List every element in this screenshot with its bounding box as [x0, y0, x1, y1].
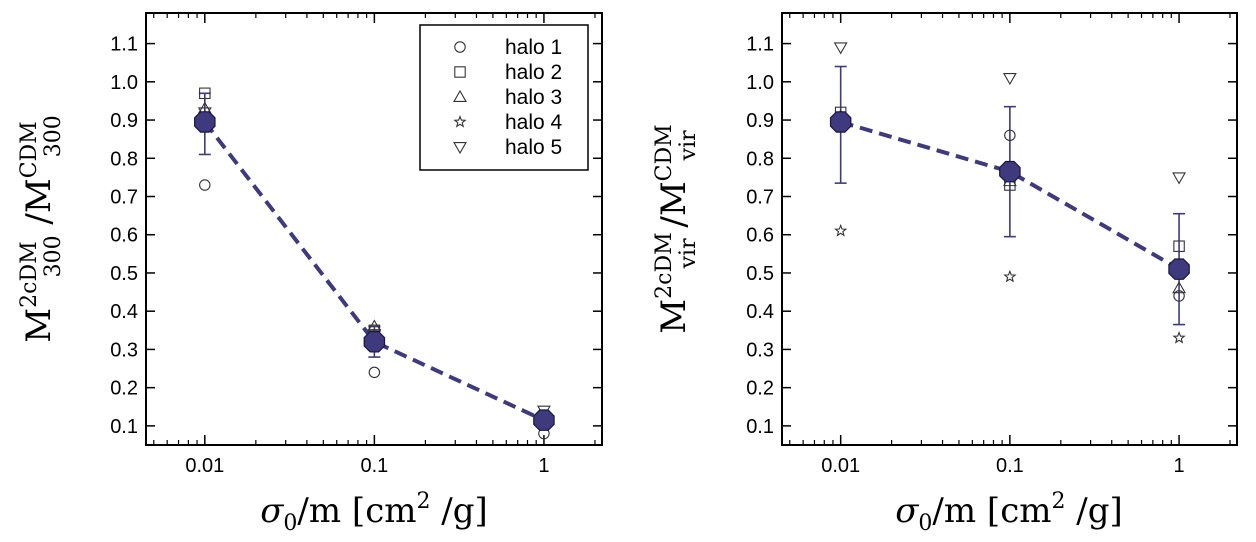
y-axis-label: M2cDMvir /MCDMvir	[652, 124, 701, 333]
mean-dashed-line	[203, 120, 545, 423]
y-tick-label: 0.5	[110, 263, 138, 285]
x-tick-label: 0.01	[821, 455, 860, 477]
halo2-marker	[1173, 240, 1185, 252]
y-tick-label: 0.4	[110, 301, 138, 323]
halo5-marker	[1172, 172, 1186, 185]
y-tick-label: 0.6	[110, 225, 138, 247]
legend-marker-star	[453, 115, 467, 128]
mean-marker	[194, 111, 216, 133]
legend-label: halo 4	[505, 111, 563, 134]
halo1-marker	[199, 179, 211, 191]
y-tick-label: 0.2	[746, 378, 774, 400]
y-tick-label: 0.7	[746, 187, 774, 209]
x-tick-label: 1	[538, 455, 549, 477]
halo4-marker	[1003, 269, 1017, 283]
x-tick-label: 1	[1174, 455, 1185, 477]
y-tick-label: 0.5	[746, 263, 774, 285]
right-panel: 0.1 0.2 0.3 0.4 0.5 0.6 0.7 0.8 0.9 1.0 1.1 0.01 0.1…	[652, 12, 1238, 536]
y-tick-label: 0.7	[110, 187, 138, 209]
legend-label: halo 5	[505, 136, 562, 159]
y-tick-label: 1.1	[110, 34, 138, 56]
left-panel: 0.1 0.2 0.3 0.4 0.5 0.6 0.7 0.8 0.9 1.0 1.1 0.01 0.1…	[17, 12, 603, 536]
halo2-marker	[199, 87, 211, 100]
y-tick-label: 0.1	[746, 416, 774, 438]
y-tick-label: 0.8	[746, 148, 774, 170]
x-axis-label: σ0/m [cm2 /g]	[260, 489, 488, 536]
y-tick-label: 0.2	[110, 378, 138, 400]
x-axis-label: σ0/m [cm2 /g]	[895, 489, 1123, 536]
legend-label: halo 1	[505, 36, 562, 59]
mean-dashed-line	[840, 120, 1181, 271]
legend-label: halo 2	[505, 61, 562, 84]
y-tick-label: 1.0	[110, 72, 138, 94]
mean-marker	[999, 160, 1021, 183]
legend-box	[419, 24, 589, 171]
y-axis-label: M2cDM300 /MCDM300	[17, 115, 66, 342]
halo3-marker	[1172, 281, 1186, 294]
halo1-marker	[1173, 290, 1185, 302]
legend-label: halo 3	[505, 86, 562, 109]
y-tick-label: 0.8	[110, 148, 138, 170]
y-tick-label: 0.9	[746, 110, 774, 132]
y-tick-label: 1.1	[746, 34, 774, 56]
legend-marker-circle	[454, 41, 466, 53]
mean-marker	[533, 409, 555, 431]
mean-marker	[363, 331, 386, 353]
halo1-marker	[368, 366, 381, 379]
x-tick-label: 0.1	[996, 455, 1024, 477]
halo4-marker	[834, 223, 848, 237]
y-tick-label: 0.4	[746, 301, 774, 323]
y-tick-label: 0.3	[110, 339, 138, 361]
x-tick-label: 0.1	[360, 455, 388, 477]
legend-marker-triangle-up	[453, 89, 467, 102]
y-tick-label: 0.6	[746, 225, 774, 247]
halo5-marker	[1002, 73, 1017, 86]
y-tick-label: 0.1	[110, 416, 138, 438]
mean-marker	[1168, 258, 1190, 280]
legend-marker-triangle-down	[453, 142, 467, 155]
halo1-marker	[1004, 129, 1016, 142]
halo3-marker	[367, 319, 382, 332]
x-tick-label: 0.01	[185, 455, 224, 477]
y-tick-label: 0.9	[110, 110, 138, 132]
mean-marker	[829, 111, 852, 133]
y-tick-label: 0.3	[746, 339, 774, 361]
y-tick-label: 1.0	[746, 72, 774, 94]
legend-marker-square	[454, 66, 466, 78]
halo4-marker	[1172, 330, 1186, 344]
halo5-marker	[833, 42, 848, 55]
